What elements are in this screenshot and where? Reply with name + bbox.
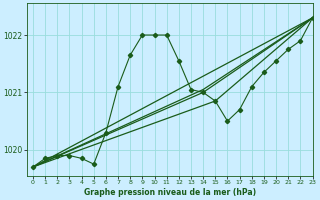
X-axis label: Graphe pression niveau de la mer (hPa): Graphe pression niveau de la mer (hPa) (84, 188, 256, 197)
